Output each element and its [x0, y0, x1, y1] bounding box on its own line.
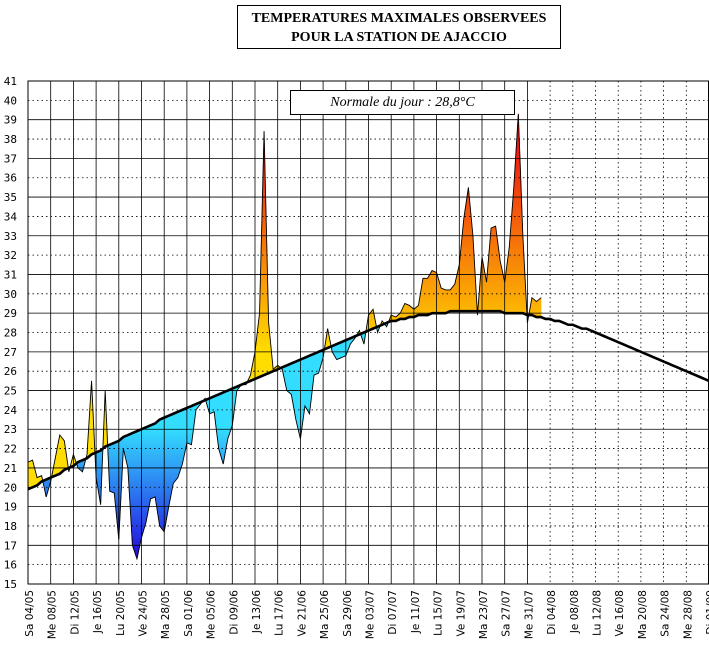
x-tick-label: Me 03/07	[365, 590, 377, 639]
y-tick-label: 40	[4, 94, 17, 107]
temperature-fill-areas	[27, 113, 542, 559]
cold-anomaly-area	[159, 417, 165, 533]
x-tick-label: Je 16/05	[92, 590, 104, 634]
y-tick-label: 22	[4, 443, 17, 456]
y-tick-label: 26	[4, 365, 17, 378]
x-tick-label: Ma 20/08	[637, 590, 649, 639]
cold-anomaly-area	[286, 362, 292, 396]
warm-anomaly-area	[27, 459, 33, 490]
x-tick-label: Ma 28/05	[160, 590, 172, 639]
y-tick-label: 27	[4, 346, 17, 359]
observed-outline	[27, 113, 542, 561]
warm-anomaly-area	[508, 187, 515, 314]
observed-temperature-line	[27, 113, 542, 561]
warm-anomaly-area	[490, 225, 496, 312]
chart-title-line2: POUR LA STATION DE AJACCIO	[291, 30, 507, 45]
x-tick-label: Di 04/08	[546, 590, 558, 635]
cold-anomaly-area	[145, 424, 151, 523]
cold-anomaly-area	[141, 426, 147, 538]
x-tick-label: Sa 29/06	[342, 590, 354, 637]
x-tick-label: Lu 20/05	[115, 590, 127, 636]
cold-anomaly-area	[113, 440, 120, 540]
y-tick-label: 38	[4, 133, 17, 146]
y-tick-label: 33	[4, 230, 17, 243]
x-tick-label: Me 31/07	[523, 590, 535, 639]
warm-anomaly-area	[454, 264, 460, 312]
x-tick-label: Je 13/06	[251, 590, 263, 634]
y-tick-label: 39	[4, 114, 17, 127]
x-tick-label: Me 08/05	[47, 590, 59, 639]
normal-temperature-line	[27, 309, 709, 491]
x-tick-label: Di 12/05	[69, 590, 81, 635]
y-tick-label: 41	[4, 75, 17, 88]
y-tick-label: 25	[4, 385, 17, 398]
x-tick-label: Sa 01/06	[183, 590, 195, 637]
warm-anomaly-area	[468, 187, 474, 312]
x-tick-label: Sa 04/05	[24, 590, 36, 637]
y-tick-label: 35	[4, 191, 17, 204]
warm-anomaly-area	[499, 260, 506, 314]
cold-anomaly-area	[186, 405, 192, 446]
x-tick-label: Sa 27/07	[501, 590, 513, 637]
y-tick-label: 32	[4, 249, 17, 262]
normal-curve	[27, 309, 709, 491]
chart-title-box: TEMPERATURES MAXIMALES OBSERVEES POUR LA…	[237, 5, 561, 49]
x-tick-label: Je 11/07	[410, 590, 422, 634]
y-tick-label: 24	[4, 404, 18, 417]
warm-anomaly-area	[458, 218, 465, 312]
x-tick-label: Lu 17/06	[274, 590, 286, 636]
x-tick-label: Je 08/08	[569, 590, 581, 634]
y-tick-label: 29	[4, 307, 17, 320]
cold-anomaly-area	[95, 450, 101, 505]
warm-anomaly-area	[431, 270, 437, 314]
x-tick-label: Sa 24/08	[660, 590, 672, 637]
x-tick-label: Ma 23/07	[478, 590, 490, 639]
y-tick-label: 20	[4, 481, 17, 494]
warm-anomaly-area	[422, 278, 428, 316]
cold-anomaly-area	[300, 357, 306, 439]
warm-anomaly-area	[436, 272, 442, 314]
y-tick-label: 23	[4, 423, 17, 436]
y-tick-label: 30	[4, 288, 17, 301]
cold-anomaly-area	[132, 430, 138, 559]
x-tick-label: Ve 24/05	[138, 590, 150, 636]
cold-anomaly-area	[172, 411, 179, 485]
x-tick-label: Ve 16/08	[614, 590, 626, 636]
y-tick-label: 37	[4, 152, 17, 165]
y-tick-label: 36	[4, 172, 17, 185]
y-tick-label: 17	[4, 539, 17, 552]
x-tick-label: Di 01/09	[705, 590, 709, 635]
y-tick-label: 18	[4, 520, 17, 533]
y-tick-label: 31	[4, 268, 17, 281]
x-tick-label: Di 09/06	[228, 590, 240, 635]
x-tick-label: Lu 15/07	[433, 590, 445, 636]
y-axis-tick-labels: 15 16 17 18 19 20 21 22 23 24 25 26 27 28 29 30 31 32 33 34…	[4, 75, 18, 591]
x-axis-tick-labels: Sa 04/05 Me 08/05 Di 12/05 Je 16/05 Lu 20/05…	[24, 590, 709, 639]
x-tick-label: Di 07/07	[387, 590, 399, 635]
cold-anomaly-area	[163, 415, 170, 532]
cold-anomaly-area	[304, 355, 310, 415]
warm-anomaly-area	[481, 256, 487, 312]
warm-anomaly-area	[449, 283, 456, 312]
x-tick-label: Lu 12/08	[592, 590, 604, 636]
y-tick-label: 16	[4, 559, 17, 572]
x-tick-label: Me 28/08	[682, 590, 694, 639]
warm-anomaly-area	[495, 226, 501, 312]
cold-anomaly-area	[182, 407, 188, 465]
x-tick-label: Ve 19/07	[455, 590, 467, 636]
cold-anomaly-area	[218, 392, 224, 465]
x-tick-label: Ve 21/06	[296, 590, 308, 637]
y-tick-label: 28	[4, 327, 17, 340]
y-tick-label: 34	[4, 210, 18, 223]
chart-title-line1: TEMPERATURES MAXIMALES OBSERVEES	[251, 11, 547, 26]
y-tick-label: 21	[4, 462, 17, 475]
x-tick-label: Ma 25/06	[319, 590, 331, 639]
y-tick-label: 15	[4, 578, 17, 591]
warm-anomaly-area	[440, 287, 446, 314]
daily-normal-label: Normale du jour : 28,8°C	[290, 90, 515, 115]
x-tick-label: Me 05/06	[206, 590, 218, 639]
y-tick-label: 19	[4, 501, 17, 514]
